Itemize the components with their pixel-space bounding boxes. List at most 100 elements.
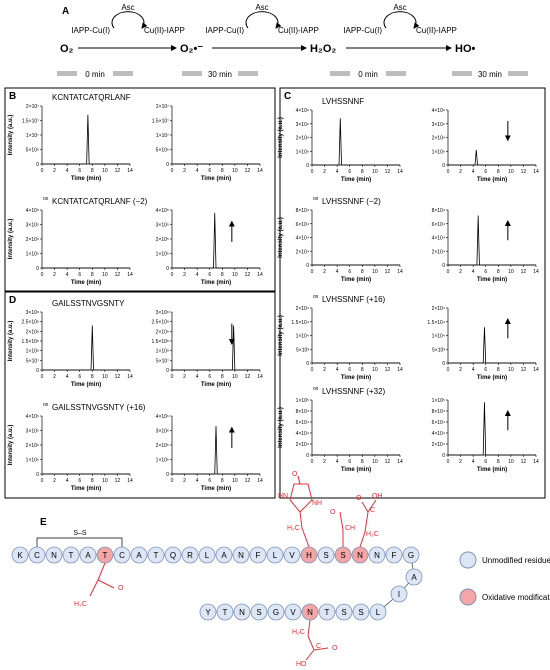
residue — [390, 585, 408, 603]
y-tick-label: 2×10⁷ — [156, 104, 169, 110]
x-tick-label: 10 — [232, 374, 238, 380]
y-tick-label: 5×10⁶ — [26, 148, 39, 154]
chem-label: O — [292, 471, 298, 478]
x-tick-label: 2 — [323, 367, 326, 373]
y-tick-label: 4×10⁴ — [296, 431, 309, 437]
y-tick-label: 4×10⁹ — [296, 108, 309, 114]
y-tick-label: 6×10⁴ — [432, 222, 445, 228]
y-tick-label: 0 — [36, 162, 39, 168]
x-tick-label: 4 — [336, 269, 339, 275]
chem-label: H₂C — [366, 531, 379, 538]
x-tick-label: 0 — [447, 459, 450, 465]
legend-label: Unmodified residue — [482, 556, 550, 565]
y-tick-label: 2×10⁴ — [296, 306, 309, 312]
residue — [11, 546, 29, 564]
x-tick-label: 4 — [336, 459, 339, 465]
residue-letter: C — [119, 551, 125, 560]
panel-frame — [4, 291, 276, 499]
x-tick-label: 8 — [91, 374, 94, 380]
y-tick-label: 5×10⁷ — [26, 358, 39, 364]
x-tick-label: 2 — [53, 272, 56, 278]
y-tick-label: 0 — [442, 453, 445, 459]
disulfide-label: S–S — [73, 530, 87, 537]
x-axis-label: Time (min) — [71, 280, 101, 286]
x-tick-label: 10 — [508, 367, 514, 373]
residue-letter: A — [221, 551, 227, 560]
y-tick-label: 5×10⁷ — [156, 358, 169, 364]
residue-letter: K — [17, 551, 23, 560]
residue-letter: T — [154, 551, 159, 560]
x-tick-label: 14 — [127, 374, 133, 380]
y-tick-label: 8×10⁴ — [432, 208, 445, 214]
panel-frame — [279, 87, 546, 499]
reductant: Asc — [393, 3, 406, 12]
y-tick-label: 1×10⁵ — [296, 398, 309, 404]
y-tick-label: 3×10⁶ — [156, 429, 169, 435]
species: H₂O₂ — [310, 43, 336, 55]
x-axis-label: Time (min) — [477, 375, 507, 381]
chem-label: O — [356, 495, 362, 502]
x-tick-label: 6 — [348, 367, 351, 373]
residue — [335, 603, 353, 621]
residue — [45, 546, 63, 564]
x-tick-label: 12 — [245, 478, 251, 484]
chromatogram — [172, 325, 260, 371]
y-tick-label: 4×10⁶ — [26, 414, 39, 420]
y-tick-label: 0 — [306, 453, 309, 459]
ox-prefix: ox — [43, 196, 49, 202]
y-tick-label: 3×10⁶ — [26, 429, 39, 435]
x-tick-label: 12 — [115, 478, 121, 484]
residue-letter: A — [411, 573, 417, 582]
chem-label: H₂C — [287, 525, 300, 532]
cycle-arrow — [245, 11, 282, 29]
residue — [113, 546, 131, 564]
x-tick-label: 14 — [127, 272, 133, 278]
x-axis-label: Time (min) — [341, 375, 371, 381]
residue-letter: A — [85, 551, 91, 560]
x-tick-label: 12 — [521, 459, 527, 465]
x-tick-label: 2 — [459, 367, 462, 373]
chem-label: NH — [312, 500, 322, 507]
residue — [334, 546, 352, 564]
panel-letter: C — [284, 91, 291, 102]
cycles: Asc IAPP-Cu(I) Cu(II)-IAPP Asc IAPP-Cu(I) Cu(… — [71, 3, 457, 35]
y-tick-label: 1×10⁹ — [432, 149, 445, 155]
peptide-name: GAILSSTNVGSNTY — [52, 299, 125, 308]
residue-letter: V — [290, 608, 296, 617]
ox-prefix: ox — [43, 402, 49, 408]
x-tick-label: 10 — [102, 374, 108, 380]
residue-letter: C — [34, 551, 40, 560]
x-tick-label: 4 — [336, 169, 339, 175]
x-tick-label: 14 — [397, 269, 403, 275]
x-tick-label: 6 — [484, 367, 487, 373]
residue-letter: L — [273, 551, 278, 560]
chem-label: HN — [278, 493, 288, 500]
y-tick-label: 2.5×10⁸ — [151, 320, 169, 326]
x-tick-label: 12 — [245, 272, 251, 278]
x-tick-label: 14 — [257, 478, 263, 484]
residue — [369, 603, 387, 621]
cu-state: Cu(II)-IAPP — [278, 26, 319, 35]
x-tick-label: 0 — [41, 374, 44, 380]
x-tick-label: 6 — [78, 374, 81, 380]
chromatogram — [448, 327, 536, 364]
x-tick-label: 0 — [447, 367, 450, 373]
y-tick-label: 4×10⁹ — [432, 108, 445, 114]
y-tick-label: 0 — [442, 263, 445, 269]
residue — [405, 568, 423, 586]
residue-letter: H — [306, 551, 312, 560]
x-tick-label: 10 — [372, 367, 378, 373]
x-tick-label: 0 — [311, 169, 314, 175]
residue — [266, 546, 284, 564]
y-tick-label: 6×10⁴ — [296, 222, 309, 228]
x-tick-label: 8 — [221, 272, 224, 278]
x-tick-label: 0 — [311, 269, 314, 275]
y-tick-label: 1.5×10⁴ — [291, 320, 309, 326]
x-axis-label: Time (min) — [477, 177, 507, 183]
y-tick-label: 4×10⁵ — [26, 208, 39, 214]
residue-letter: S — [256, 608, 261, 617]
x-axis-label: Time (min) — [201, 486, 231, 492]
chromatogram — [172, 426, 260, 475]
x-tick-label: 8 — [497, 169, 500, 175]
x-axis-label: Time (min) — [201, 280, 231, 286]
